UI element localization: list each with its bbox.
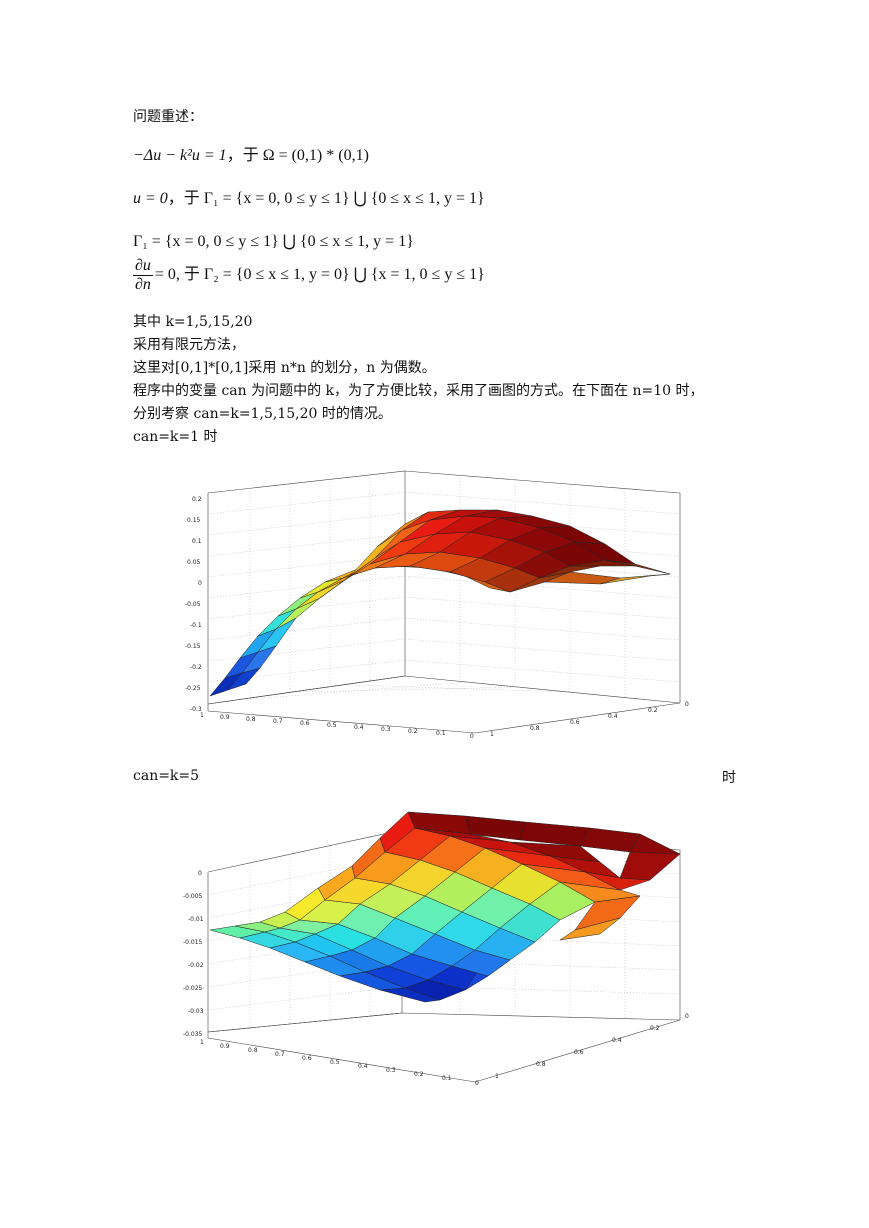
surface-k5: [209, 811, 681, 1003]
z-tick-label: 0: [198, 870, 202, 877]
y-tick-label: 0.4: [612, 1037, 622, 1044]
y-tick-label: 0.6: [574, 1049, 584, 1056]
z-tick-labels-k5: 0 -0.005 -0.01 -0.015 -0.02 -0.025 -0.03…: [183, 870, 204, 1038]
x-tick-labels-k1: 1 0.9 0.8 0.7 0.6 0.5 0.4 0.3 0.2 0.1 0: [200, 712, 474, 740]
z-tick-label: -0.035: [183, 1031, 203, 1038]
x-tick-label: 0.2: [414, 1071, 424, 1078]
y-tick-label: 0.8: [536, 1061, 546, 1068]
surface-plot-k5: 0 -0.005 -0.01 -0.015 -0.02 -0.025 -0.03…: [183, 811, 689, 1087]
y-tick-label: 0.2: [648, 707, 658, 714]
x-tick-labels-k5: 1 0.9 0.8 0.7 0.6 0.5 0.4 0.3 0.2 0.1 0: [200, 1039, 479, 1087]
gridlines-k1: [207, 475, 681, 700]
x-tick-label: 0.8: [248, 1047, 258, 1054]
equation-dirichlet-boundary: ，于 Γ₁ = {x = 0, 0 ≤ y ≤ 1} ⋃ {0 ≤ x ≤ 1,…: [167, 190, 485, 207]
z-tick-label: 0.2: [192, 496, 202, 503]
z-tick-label: -0.05: [185, 601, 201, 608]
equation-gamma1: Γ₁ = {x = 0, 0 ≤ y ≤ 1} ⋃ {0 ≤ x ≤ 1, y …: [133, 233, 414, 250]
z-tick-label: -0.03: [188, 1008, 204, 1015]
x-tick-label: 0.3: [386, 1067, 396, 1074]
z-tick-label: -0.005: [183, 893, 203, 900]
equation-dirichlet: u = 0，于 Γ₁ = {x = 0, 0 ≤ y ≤ 1} ⋃ {0 ≤ x…: [133, 184, 485, 208]
x-tick-label: 0.7: [275, 1051, 285, 1058]
z-tick-label: -0.02: [188, 962, 204, 969]
y-tick-label: 1: [495, 1073, 499, 1080]
equation-helmholtz-lhs: −Δu − k²u = 1: [133, 147, 227, 164]
x-tick-label: 0.5: [330, 1059, 340, 1066]
normal-derivative-fraction: ∂u ∂n: [133, 257, 153, 294]
equation-helmholtz-domain: ，于 Ω = (0,1) * (0,1): [226, 147, 369, 164]
z-tick-label: -0.1: [190, 622, 202, 629]
x-tick-label: 0.1: [436, 730, 446, 737]
case-k5-label: can=k=5: [133, 768, 200, 784]
y-tick-label: 0.6: [570, 719, 580, 726]
x-tick-label: 0.6: [302, 1055, 312, 1062]
y-tick-label: 1: [490, 731, 494, 738]
plot-box-k1: [207, 470, 681, 734]
x-tick-label: 0.7: [273, 718, 283, 725]
method-line: 采用有限元方法，: [133, 337, 245, 353]
y-tick-labels-k5: 0 0.2 0.4 0.6 0.8 1: [495, 1013, 689, 1080]
z-tick-label: 0.05: [187, 559, 201, 566]
x-tick-label: 0.4: [358, 1063, 368, 1070]
x-tick-label: 0.9: [220, 714, 230, 721]
x-tick-label: 0.6: [300, 720, 310, 727]
x-tick-label: 0: [475, 1080, 479, 1087]
k-values-line: 其中 k=1,5,15,20: [133, 314, 253, 330]
y-tick-label: 0: [685, 701, 689, 708]
x-tick-label: 1: [200, 1039, 204, 1046]
x-tick-label: 0.1: [442, 1075, 452, 1082]
z-tick-label: 0: [198, 580, 202, 587]
z-tick-label: -0.01: [188, 916, 204, 923]
x-tick-label: 0: [470, 733, 474, 740]
case-k5-time: 时: [722, 770, 736, 786]
fraction-denominator: ∂n: [135, 276, 151, 293]
x-tick-label: 0.3: [381, 726, 391, 733]
z-tick-label: -0.3: [190, 706, 202, 713]
partition-line: 这里对[0,1]*[0,1]采用 n*n 的划分，n 为偶数。: [133, 360, 436, 376]
equation-neumann-rhs: = 0, 于 Γ₂ = {0 ≤ x ≤ 1, y = 0} ⋃ {x = 1,…: [154, 266, 485, 284]
x-tick-label: 0.5: [327, 722, 337, 729]
equation-helmholtz: −Δu − k²u = 1，于 Ω = (0,1) * (0,1): [133, 141, 369, 165]
z-tick-label: -0.15: [185, 643, 201, 650]
z-tick-labels-k1: 0.2 0.15 0.1 0.05 0 -0.05 -0.1 -0.15 -0.…: [185, 496, 202, 713]
surface-plot-k1: 0.2 0.15 0.1 0.05 0 -0.05 -0.1 -0.15 -0.…: [185, 470, 689, 740]
x-tick-label: 0.2: [408, 728, 418, 735]
surface-k1: [209, 509, 671, 697]
equation-neumann: ∂u ∂n = 0, 于 Γ₂ = {0 ≤ x ≤ 1, y = 0} ⋃ {…: [133, 257, 485, 294]
fraction-numerator: ∂u: [133, 257, 153, 276]
heading: 问题重述：: [133, 109, 203, 125]
x-tick-label: 0.8: [246, 716, 256, 723]
y-tick-label: 0.2: [650, 1025, 660, 1032]
z-tick-label: -0.025: [183, 985, 203, 992]
x-tick-label: 0.9: [220, 1043, 230, 1050]
case-k1-label: can=k=1 时: [133, 429, 218, 445]
program-line-2: 分别考察 can=k=1,5,15,20 时的情况。: [133, 406, 392, 422]
y-tick-label: 0.4: [608, 713, 618, 720]
z-tick-label: -0.015: [183, 939, 203, 946]
z-tick-label: 0.1: [192, 538, 202, 545]
x-tick-label: 1: [200, 712, 204, 719]
z-tick-label: -0.2: [190, 664, 202, 671]
equation-dirichlet-lhs: u = 0: [133, 190, 168, 207]
z-tick-label: 0.15: [187, 517, 201, 524]
z-tick-label: -0.25: [185, 685, 201, 692]
y-tick-label: 0.8: [530, 725, 540, 732]
x-tick-label: 0.4: [354, 724, 364, 731]
y-tick-label: 0: [685, 1013, 689, 1020]
program-line-1: 程序中的变量 can 为问题中的 k，为了方便比较，采用了画图的方式。在下面在 …: [133, 383, 704, 399]
y-tick-labels-k1: 0 0.2 0.4 0.6 0.8 1: [490, 701, 689, 738]
